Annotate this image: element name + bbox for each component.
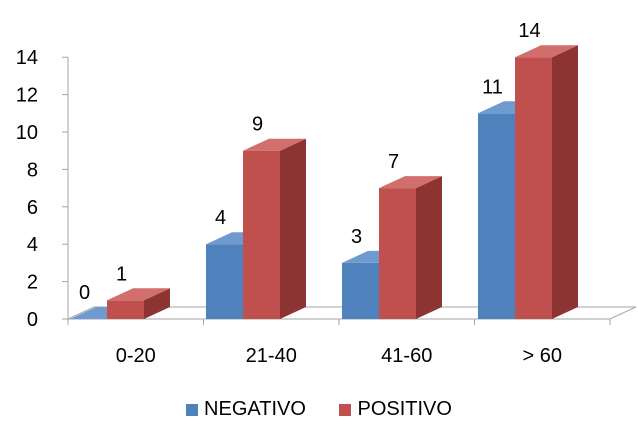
bar-negativo-> 60 bbox=[478, 113, 515, 319]
data-label-positivo: 9 bbox=[252, 114, 263, 136]
bars bbox=[70, 45, 578, 319]
x-tick-label: 21-40 bbox=[246, 345, 297, 367]
chart-floor bbox=[67, 306, 637, 320]
floor-outline bbox=[67, 306, 637, 320]
bar-positivo-0-20 bbox=[107, 300, 144, 319]
data-label-negativo: 0 bbox=[79, 282, 90, 304]
y-tick-label: 10 bbox=[16, 122, 38, 144]
x-tick-label: > 60 bbox=[523, 345, 562, 367]
bar-top-positivo-> 60 bbox=[515, 45, 578, 58]
bar-top-positivo-41-60 bbox=[379, 176, 442, 189]
legend-label-negativo: NEGATIVO bbox=[204, 398, 306, 420]
y-tick-label: 14 bbox=[16, 47, 38, 69]
x-tick-label: 41-60 bbox=[381, 345, 432, 367]
bar-side-positivo-> 60 bbox=[552, 45, 578, 319]
x-tick-label: 0-20 bbox=[116, 345, 156, 367]
y-tick-label: 6 bbox=[27, 197, 38, 219]
bar-negativo-41-60 bbox=[342, 262, 379, 319]
bar-top-positivo-21-40 bbox=[243, 138, 306, 151]
y-tick-label: 8 bbox=[27, 159, 38, 181]
data-label-negativo: 11 bbox=[482, 76, 503, 98]
y-tick-label: 4 bbox=[27, 234, 38, 256]
legend: NEGATIVO POSITIVO bbox=[0, 398, 638, 422]
bar-positivo-21-40 bbox=[243, 150, 280, 319]
legend-item-negativo: NEGATIVO bbox=[186, 398, 306, 421]
bar-positivo-41-60 bbox=[379, 188, 416, 319]
data-label-positivo: 14 bbox=[518, 20, 540, 42]
legend-label-positivo: POSITIVO bbox=[357, 398, 452, 420]
legend-item-positivo: POSITIVO bbox=[339, 398, 452, 421]
y-tick-label: 12 bbox=[16, 85, 38, 107]
bar-side-positivo-41-60 bbox=[416, 176, 442, 319]
legend-swatch-negativo bbox=[186, 403, 199, 416]
data-label-positivo: 7 bbox=[388, 151, 399, 173]
y-tick-label: 0 bbox=[27, 309, 38, 331]
bar-side-positivo-0-20 bbox=[144, 288, 170, 319]
y-tick-label: 2 bbox=[27, 272, 38, 294]
data-label-negativo: 3 bbox=[351, 226, 362, 248]
data-label-positivo: 1 bbox=[116, 263, 127, 285]
bar-positivo-> 60 bbox=[515, 57, 552, 319]
bar-negativo-21-40 bbox=[206, 244, 243, 319]
bar-top-positivo-0-20 bbox=[107, 288, 170, 301]
bar-side-positivo-21-40 bbox=[280, 138, 306, 319]
data-label-negativo: 4 bbox=[215, 207, 226, 229]
legend-swatch-positivo bbox=[339, 403, 352, 416]
